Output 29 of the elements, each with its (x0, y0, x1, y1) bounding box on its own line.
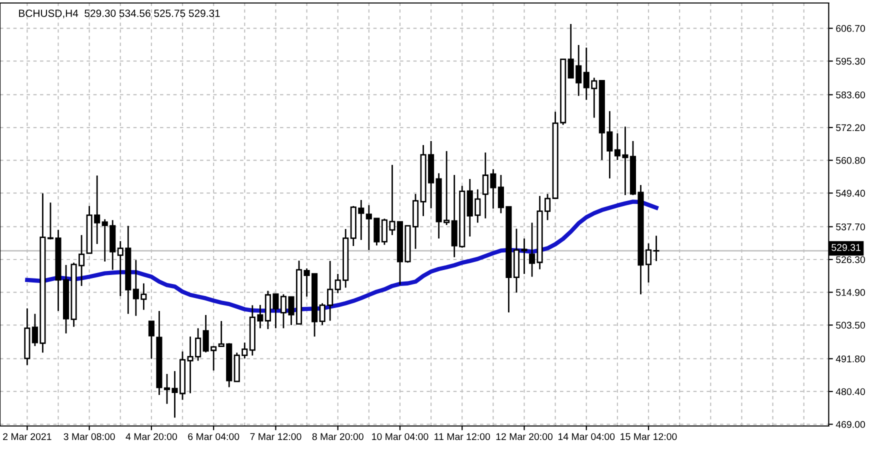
candlestick (148, 320, 154, 360)
y-tick-label: 480.40 (836, 388, 865, 396)
x-tick-label: 14 Mar 04:00 (558, 433, 615, 440)
y-tick-label: 595.30 (836, 58, 865, 65)
y-tick-label: 491.80 (836, 355, 865, 362)
x-tick-label: 4 Mar 20:00 (126, 433, 178, 440)
y-tick-label: 537.70 (836, 223, 865, 230)
x-tick-label: 10 Mar 04:00 (372, 433, 428, 440)
candlestick (653, 235, 660, 262)
y-tick-label: 606.70 (836, 25, 865, 32)
y-tick-label: 549.40 (836, 190, 865, 197)
candlestick (528, 222, 536, 278)
x-tick-label: 6 Mar 04:00 (188, 433, 240, 440)
x-tick-label: 15 Mar 12:00 (620, 433, 677, 440)
y-tick-label: 514.90 (836, 289, 865, 296)
y-tick-label: 572.20 (836, 124, 865, 132)
y-tick-label: 469.00 (836, 421, 865, 428)
ref-line-label: 529.31 (832, 244, 860, 251)
y-tick-label: 526.30 (836, 256, 865, 264)
x-tick-label: 8 Mar 20:00 (312, 433, 364, 440)
x-tick-label: 3 Mar 08:00 (64, 433, 115, 440)
x-tick-label: 7 Mar 12:00 (250, 433, 302, 440)
x-tick-label: 2 Mar 2021 (3, 433, 52, 440)
x-tick-label: 12 Mar 20:00 (496, 433, 553, 440)
y-tick-label: 560.80 (836, 157, 865, 164)
x-tick-label: 11 Mar 12:00 (434, 433, 490, 440)
text: BCHUSD,H4 529.30 534.56 525.75 529.31 (19, 10, 220, 18)
y-tick-label: 503.50 (836, 322, 865, 329)
y-tick-label: 583.60 (836, 91, 865, 98)
